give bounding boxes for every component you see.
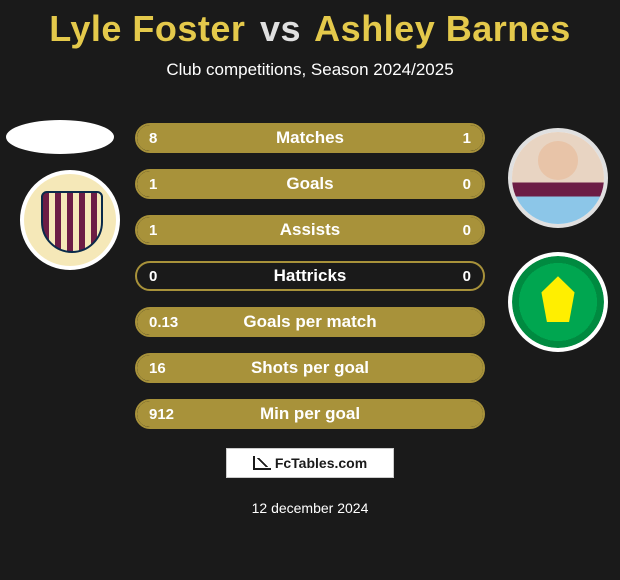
stat-value-right: 0 — [463, 222, 471, 239]
burnley-crest-icon — [24, 174, 116, 266]
stat-row: 1Goals0 — [135, 169, 485, 199]
stat-row: 0.13Goals per match — [135, 307, 485, 337]
stat-value-right: 1 — [463, 130, 471, 147]
footer-date: 12 december 2024 — [0, 500, 620, 516]
chart-icon — [253, 456, 271, 470]
subtitle: Club competitions, Season 2024/2025 — [0, 60, 620, 80]
footer-brand-text: FcTables.com — [275, 455, 367, 471]
page-title: Lyle Foster vs Ashley Barnes — [0, 0, 620, 50]
stat-value-right: 0 — [463, 268, 471, 285]
stat-row: 1Assists0 — [135, 215, 485, 245]
player-photo-icon — [512, 132, 604, 224]
club-badge-right — [508, 252, 608, 352]
stat-label: Shots per goal — [137, 358, 483, 378]
stat-row: 0Hattricks0 — [135, 261, 485, 291]
stat-label: Min per goal — [137, 404, 483, 424]
stat-label: Goals — [137, 174, 483, 194]
stat-row: 8Matches1 — [135, 123, 485, 153]
club-badge-left — [20, 170, 120, 270]
title-vs: vs — [260, 8, 301, 49]
norwich-crest-icon — [512, 256, 604, 348]
stat-label: Matches — [137, 128, 483, 148]
player-left-avatar — [6, 120, 114, 154]
player-right-avatar — [508, 128, 608, 228]
stat-label: Assists — [137, 220, 483, 240]
stat-value-right: 0 — [463, 176, 471, 193]
stat-label: Hattricks — [137, 266, 483, 286]
title-player-left: Lyle Foster — [49, 8, 245, 49]
stats-container: 8Matches11Goals01Assists00Hattricks00.13… — [135, 123, 485, 445]
title-player-right: Ashley Barnes — [314, 8, 571, 49]
stat-row: 16Shots per goal — [135, 353, 485, 383]
fctables-logo[interactable]: FcTables.com — [226, 448, 394, 478]
stat-row: 912Min per goal — [135, 399, 485, 429]
stat-label: Goals per match — [137, 312, 483, 332]
